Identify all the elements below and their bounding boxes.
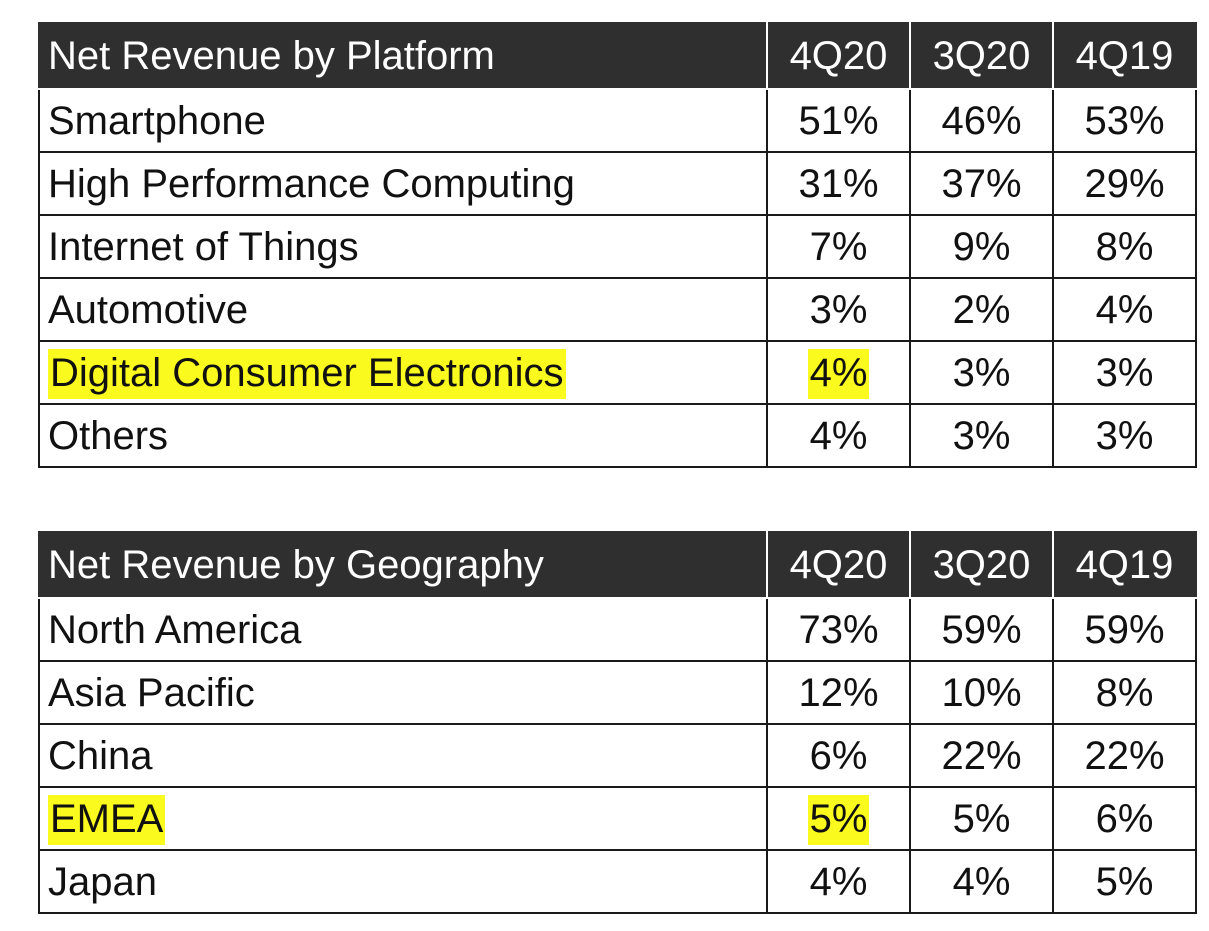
cell-4q20: 73% <box>766 597 911 662</box>
column-header-4q20: 4Q20 <box>766 531 911 599</box>
column-header-3q20: 3Q20 <box>909 22 1054 90</box>
column-header-4q19: 4Q19 <box>1052 22 1197 90</box>
platform-revenue-table: Net Revenue by Platform 4Q20 3Q20 4Q19 S… <box>38 22 1197 468</box>
cell-4q20: 7% <box>766 214 911 279</box>
row-label: Asia Pacific <box>38 660 768 725</box>
cell-4q20: 4% <box>766 340 911 405</box>
cell-4q19: 53% <box>1052 88 1197 153</box>
cell-3q20: 3% <box>909 340 1054 405</box>
table-row: Internet of Things 7% 9% 8% <box>38 214 1197 279</box>
row-label: China <box>38 723 768 788</box>
row-label: Smartphone <box>38 88 768 153</box>
cell-4q20: 6% <box>766 723 911 788</box>
cell-4q19: 29% <box>1052 151 1197 216</box>
row-label-cell: Digital Consumer Electronics <box>38 340 768 405</box>
cell-3q20: 10% <box>909 660 1054 725</box>
cell-4q19: 5% <box>1052 849 1197 914</box>
platform-table-title: Net Revenue by Platform <box>38 22 768 90</box>
row-label: High Performance Computing <box>38 151 768 216</box>
cell-3q20: 2% <box>909 277 1054 342</box>
table-row: High Performance Computing 31% 37% 29% <box>38 151 1197 216</box>
cell-4q20: 4% <box>766 403 911 468</box>
cell-4q19: 22% <box>1052 723 1197 788</box>
column-header-4q20: 4Q20 <box>766 22 911 90</box>
table-row: Smartphone 51% 46% 53% <box>38 88 1197 153</box>
column-header-4q19: 4Q19 <box>1052 531 1197 599</box>
highlighted-row-label: EMEA <box>48 794 166 845</box>
cell-4q19: 59% <box>1052 597 1197 662</box>
cell-4q19: 4% <box>1052 277 1197 342</box>
row-label-cell: EMEA <box>38 786 768 851</box>
table-row-highlighted: Digital Consumer Electronics 4% 3% 3% <box>38 340 1197 405</box>
geography-table-title: Net Revenue by Geography <box>38 531 768 599</box>
column-header-3q20: 3Q20 <box>909 531 1054 599</box>
highlighted-value: 4% <box>807 348 870 399</box>
row-label: Others <box>38 403 768 468</box>
highlighted-value: 5% <box>807 794 870 845</box>
table-row: North America 73% 59% 59% <box>38 597 1197 662</box>
table-row: Asia Pacific 12% 10% 8% <box>38 660 1197 725</box>
table-row-highlighted: EMEA 5% 5% 6% <box>38 786 1197 851</box>
highlighted-row-label: Digital Consumer Electronics <box>48 348 566 399</box>
cell-3q20: 59% <box>909 597 1054 662</box>
cell-3q20: 4% <box>909 849 1054 914</box>
table-header-row: Net Revenue by Platform 4Q20 3Q20 4Q19 <box>38 22 1197 90</box>
cell-3q20: 3% <box>909 403 1054 468</box>
cell-3q20: 22% <box>909 723 1054 788</box>
table-row: China 6% 22% 22% <box>38 723 1197 788</box>
row-label: Japan <box>38 849 768 914</box>
cell-4q19: 8% <box>1052 660 1197 725</box>
row-label: North America <box>38 597 768 662</box>
table-row: Japan 4% 4% 5% <box>38 849 1197 914</box>
cell-4q20: 51% <box>766 88 911 153</box>
cell-4q19: 8% <box>1052 214 1197 279</box>
table-header-row: Net Revenue by Geography 4Q20 3Q20 4Q19 <box>38 531 1197 599</box>
cell-4q20: 5% <box>766 786 911 851</box>
table-row: Automotive 3% 2% 4% <box>38 277 1197 342</box>
cell-4q19: 6% <box>1052 786 1197 851</box>
cell-3q20: 46% <box>909 88 1054 153</box>
row-label: Automotive <box>38 277 768 342</box>
cell-4q20: 12% <box>766 660 911 725</box>
cell-3q20: 37% <box>909 151 1054 216</box>
geography-revenue-table: Net Revenue by Geography 4Q20 3Q20 4Q19 … <box>38 531 1197 914</box>
cell-4q19: 3% <box>1052 340 1197 405</box>
cell-4q20: 31% <box>766 151 911 216</box>
cell-4q20: 3% <box>766 277 911 342</box>
row-label: Internet of Things <box>38 214 768 279</box>
cell-4q19: 3% <box>1052 403 1197 468</box>
cell-4q20: 4% <box>766 849 911 914</box>
table-row: Others 4% 3% 3% <box>38 403 1197 468</box>
cell-3q20: 5% <box>909 786 1054 851</box>
cell-3q20: 9% <box>909 214 1054 279</box>
